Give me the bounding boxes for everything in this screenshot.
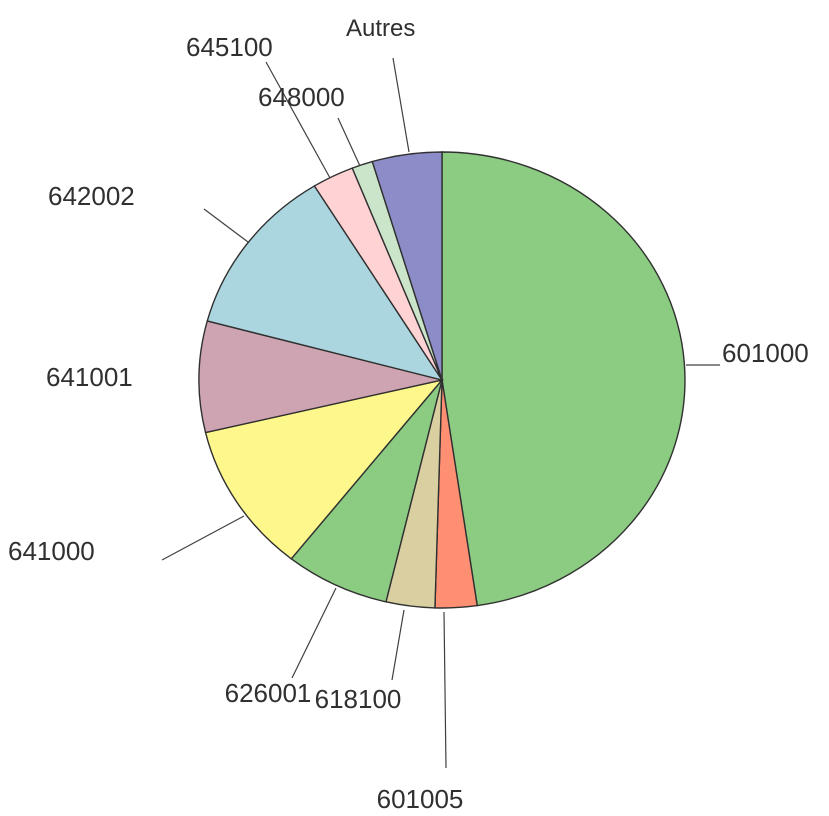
slice-label-601000: 601000 <box>722 338 809 368</box>
leader-line-626001 <box>291 587 337 679</box>
pie-slice-autres <box>371 151 443 381</box>
leader-line-618100 <box>391 609 405 681</box>
slice-label-645100: 645100 <box>186 32 273 62</box>
leader-line-641000 <box>161 515 245 561</box>
slice-label-autres: Autres <box>346 15 415 42</box>
slice-label-642002: 642002 <box>48 181 135 211</box>
pie-slice-601000 <box>441 151 686 607</box>
leader-lines <box>161 57 720 769</box>
slice-label-641001: 641001 <box>46 362 133 392</box>
leader-line-642002 <box>203 208 249 243</box>
leader-line-autres <box>392 57 410 153</box>
pie-slice-642002 <box>206 185 444 382</box>
slice-label-618100: 618100 <box>315 684 402 714</box>
slice-label-601005: 601005 <box>377 784 464 814</box>
pie-slice-626001 <box>290 379 443 603</box>
leader-line-601005 <box>443 611 447 769</box>
slice-label-626001: 626001 <box>225 678 312 708</box>
pie-slice-641000 <box>204 378 444 560</box>
slice-label-648000: 648000 <box>258 82 345 112</box>
leader-line-645100 <box>265 61 331 179</box>
slice-label-641000: 641000 <box>8 536 95 566</box>
pie-slice-641001 <box>198 320 443 434</box>
pie-slices <box>198 151 686 609</box>
leader-line-648000 <box>337 117 361 167</box>
